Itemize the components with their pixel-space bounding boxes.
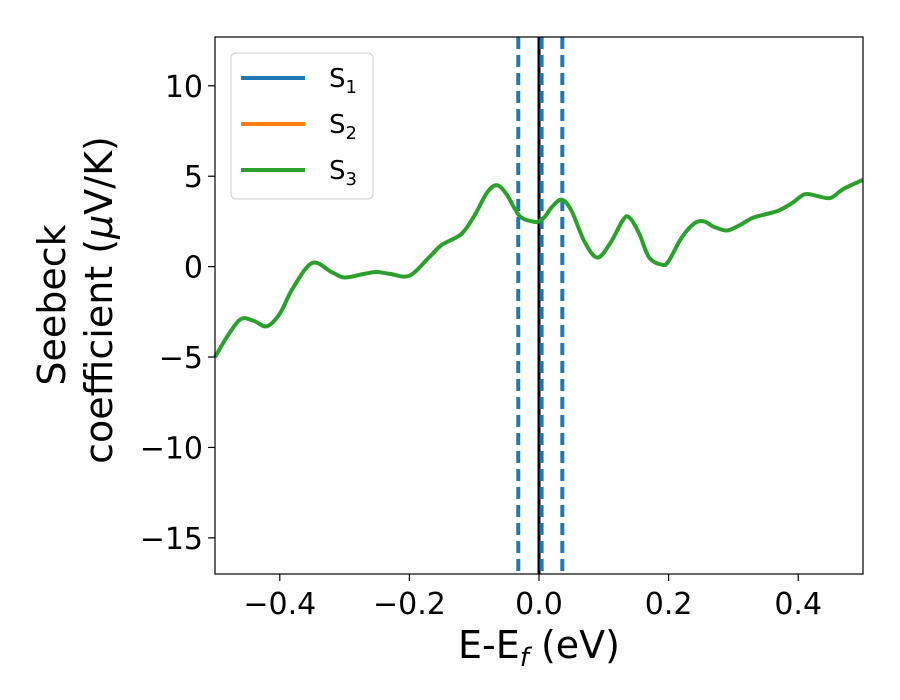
x-axis-ticks: −0.4 −0.2 0.0 0.2 0.4 (243, 574, 822, 622)
series-line-3 (213, 178, 864, 359)
legend: S1 S2 S3 (230, 52, 374, 200)
y-axis-label-line2: coefficient (μV/K) (77, 136, 121, 464)
y-tick-label: −10 (140, 431, 203, 466)
y-axis-label-line1: Seebeck (30, 224, 74, 385)
legend-label-2: S2 (329, 110, 357, 144)
legend-label-3: S3 (329, 156, 357, 190)
legend-label-1: S1 (329, 64, 357, 98)
x-tick-label: −0.4 (243, 587, 316, 622)
series-lines (213, 178, 864, 359)
x-tick-label: 0.4 (774, 587, 822, 622)
y-tick-label: 10 (165, 70, 203, 105)
x-tick-label: −0.2 (373, 587, 446, 622)
y-tick-label: −15 (140, 522, 203, 557)
x-tick-label: 0.0 (515, 587, 563, 622)
y-axis-ticks: 10 5 0 −5 −10 −15 (140, 70, 215, 557)
vertical-lines (516, 37, 565, 574)
y-tick-label: 5 (184, 160, 203, 195)
y-tick-label: −5 (159, 341, 203, 376)
x-tick-label: 0.2 (645, 587, 693, 622)
y-tick-label: 0 (184, 251, 203, 286)
x-axis-label: E-Ef (eV) (458, 623, 620, 673)
y-axis-label: Seebeck coefficient (μV/K) (30, 136, 121, 464)
